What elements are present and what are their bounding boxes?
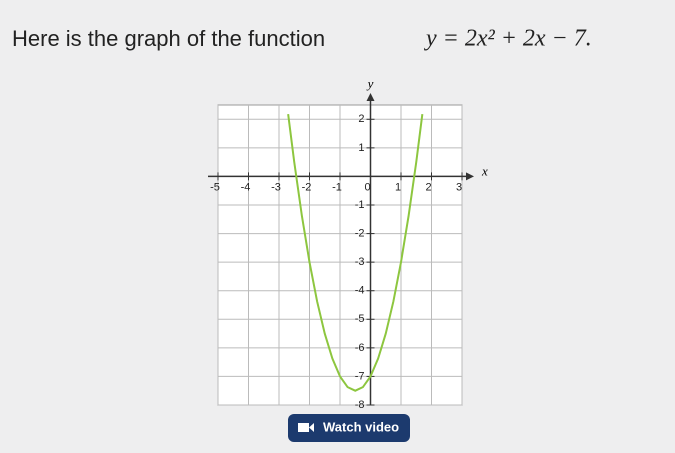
x-tick-label: 2: [425, 181, 431, 193]
y-tick-label: -3: [355, 256, 365, 268]
button-background[interactable]: [288, 414, 410, 442]
function-curve: [287, 114, 424, 392]
video-icon-arrow: [309, 423, 314, 432]
x-axis-arrow: [466, 172, 474, 181]
y-axis-label: y: [366, 76, 374, 91]
equation: y = 2x² + 2x − 7.: [424, 26, 592, 52]
y-axis-arrow: [366, 93, 375, 101]
video-icon: [298, 423, 309, 432]
x-tick-label: -5: [210, 181, 220, 193]
y-tick-label: -6: [355, 342, 365, 354]
watch-video-button[interactable]: Watch video: [288, 414, 410, 442]
y-tick-label: -1: [355, 199, 365, 211]
y-tick-label: -8: [355, 399, 365, 411]
y-tick-label: -2: [355, 227, 365, 239]
y-tick-label: -5: [355, 313, 365, 325]
x-tick-label: -4: [241, 181, 251, 193]
plot: x y -5 -4 -3 -2 -1 0 1 2 3 -8 -7 -6 -5 -4 -3 -2 -1 1 2: [208, 76, 488, 411]
y-tick-label: -4: [355, 285, 365, 297]
x-tick-label: 0: [364, 181, 370, 193]
button-label[interactable]: Watch video: [323, 419, 399, 434]
x-tick-label: -1: [332, 181, 342, 193]
x-tick-label: -2: [302, 181, 312, 193]
x-tick-label: 1: [395, 181, 401, 193]
x-axis-label: x: [481, 163, 488, 178]
y-tick-label: 1: [358, 142, 364, 154]
x-tick-label: 3: [456, 181, 462, 193]
y-tick-label: -7: [355, 370, 365, 382]
x-tick-label: -3: [271, 181, 281, 193]
y-tick-label: 2: [358, 113, 364, 125]
title: Here is the graph of the function: [12, 26, 325, 51]
